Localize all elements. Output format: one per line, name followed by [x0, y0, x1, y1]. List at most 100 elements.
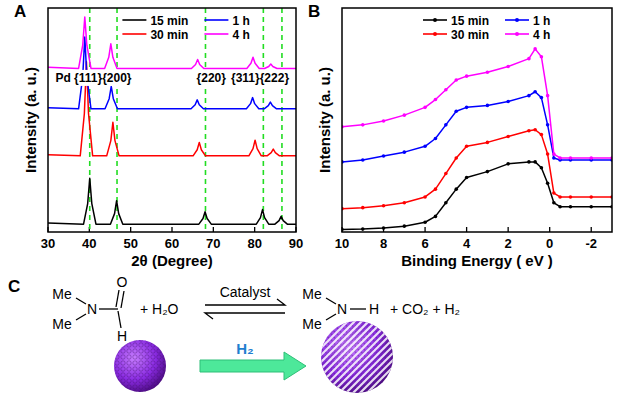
label-patch	[195, 70, 229, 86]
series-marker	[589, 156, 593, 160]
series-marker	[486, 170, 490, 174]
series-marker	[382, 154, 386, 158]
small-particle-atoms	[114, 340, 166, 392]
series-line	[48, 178, 296, 224]
stripe	[244, 317, 324, 397]
bond	[99, 308, 118, 309]
legend-label: 30 min	[150, 28, 188, 42]
series-marker	[465, 144, 469, 148]
series-marker	[423, 220, 427, 224]
atom-label: Me	[52, 286, 72, 302]
reverse-arrow	[205, 313, 285, 319]
bond	[116, 290, 119, 307]
bond	[76, 298, 86, 304]
x-tick-label: 40	[82, 236, 96, 251]
series-marker	[382, 204, 386, 208]
reference-line	[116, 8, 118, 232]
byproduct-label: + CO₂ + H₂	[390, 301, 460, 317]
legend-swatch	[122, 33, 146, 35]
legend-label: 15 min	[150, 14, 188, 28]
series-marker	[533, 47, 537, 51]
gas-label: H₂	[236, 340, 254, 357]
legend-swatch	[122, 19, 146, 21]
series-marker	[486, 141, 490, 145]
series-marker	[444, 88, 448, 92]
stripe	[251, 317, 331, 397]
x-axis-title: 2θ (Degree)	[131, 252, 212, 269]
reference-line	[263, 8, 265, 232]
series-marker	[546, 152, 550, 156]
series-marker	[423, 195, 427, 199]
series-marker	[444, 172, 448, 176]
bond	[121, 291, 124, 308]
series-marker	[546, 182, 550, 186]
x-tick-label: 70	[206, 236, 220, 251]
bond	[76, 314, 86, 320]
series-marker	[403, 113, 407, 117]
stripe	[370, 317, 450, 397]
legend-label: 4 h	[533, 28, 550, 42]
series-marker	[540, 166, 544, 170]
series-marker	[506, 135, 510, 139]
series-marker	[382, 119, 386, 123]
series-marker	[434, 215, 438, 219]
stripe	[349, 317, 429, 397]
series-marker	[533, 128, 537, 132]
series-line	[342, 49, 612, 158]
panel-letter: B	[308, 2, 320, 21]
stripe	[377, 317, 457, 397]
series-line	[48, 37, 296, 109]
series-marker	[454, 78, 458, 82]
x-tick-label: 80	[247, 236, 261, 251]
series-marker	[382, 226, 386, 230]
series-marker	[506, 65, 510, 69]
x-tick-label: 10	[335, 236, 349, 251]
series-marker	[527, 129, 531, 133]
x-tick-label: 4	[463, 236, 471, 251]
legend-marker	[433, 18, 437, 22]
legend-label: 1 h	[533, 14, 550, 28]
x-tick-label: 30	[41, 236, 55, 251]
x-tick-label: 50	[123, 236, 137, 251]
bond	[350, 308, 366, 309]
series-marker	[540, 55, 544, 59]
series-marker	[454, 156, 458, 160]
stripe	[391, 317, 471, 397]
label-patch	[229, 70, 291, 86]
plot-frame	[48, 8, 296, 232]
series-line	[342, 92, 612, 162]
series-marker	[361, 206, 365, 210]
x-tick-label: 8	[380, 236, 387, 251]
x-tick-label: 2	[505, 236, 512, 251]
series-line	[342, 130, 612, 209]
peak-label: {311}{222}	[231, 71, 289, 85]
series-marker	[434, 98, 438, 102]
series-marker	[540, 133, 544, 137]
bond	[326, 314, 336, 320]
catalyst-label: Catalyst	[220, 284, 271, 300]
series-marker	[486, 70, 490, 74]
legend-swatch	[204, 19, 228, 21]
panel-letter: C	[8, 277, 20, 296]
label-patch	[53, 70, 133, 86]
stripe	[237, 317, 317, 397]
bond	[326, 298, 336, 304]
series-marker	[434, 187, 438, 191]
plot-frame	[342, 8, 612, 232]
atom-label: Me	[52, 316, 72, 332]
series-marker	[533, 160, 537, 164]
legend-label: 15 min	[451, 14, 489, 28]
legend-label: 30 min	[451, 28, 489, 42]
series-marker	[533, 90, 537, 94]
x-tick-label: 60	[165, 236, 179, 251]
series-marker	[558, 156, 562, 160]
hydride-stripes	[237, 317, 471, 397]
stripe	[342, 317, 422, 397]
atom-label: N	[337, 301, 347, 317]
series-marker	[589, 195, 593, 199]
series-marker	[465, 176, 469, 180]
series-marker	[465, 74, 469, 78]
series-marker	[454, 109, 458, 113]
reference-line	[205, 8, 207, 232]
series-marker	[454, 187, 458, 191]
